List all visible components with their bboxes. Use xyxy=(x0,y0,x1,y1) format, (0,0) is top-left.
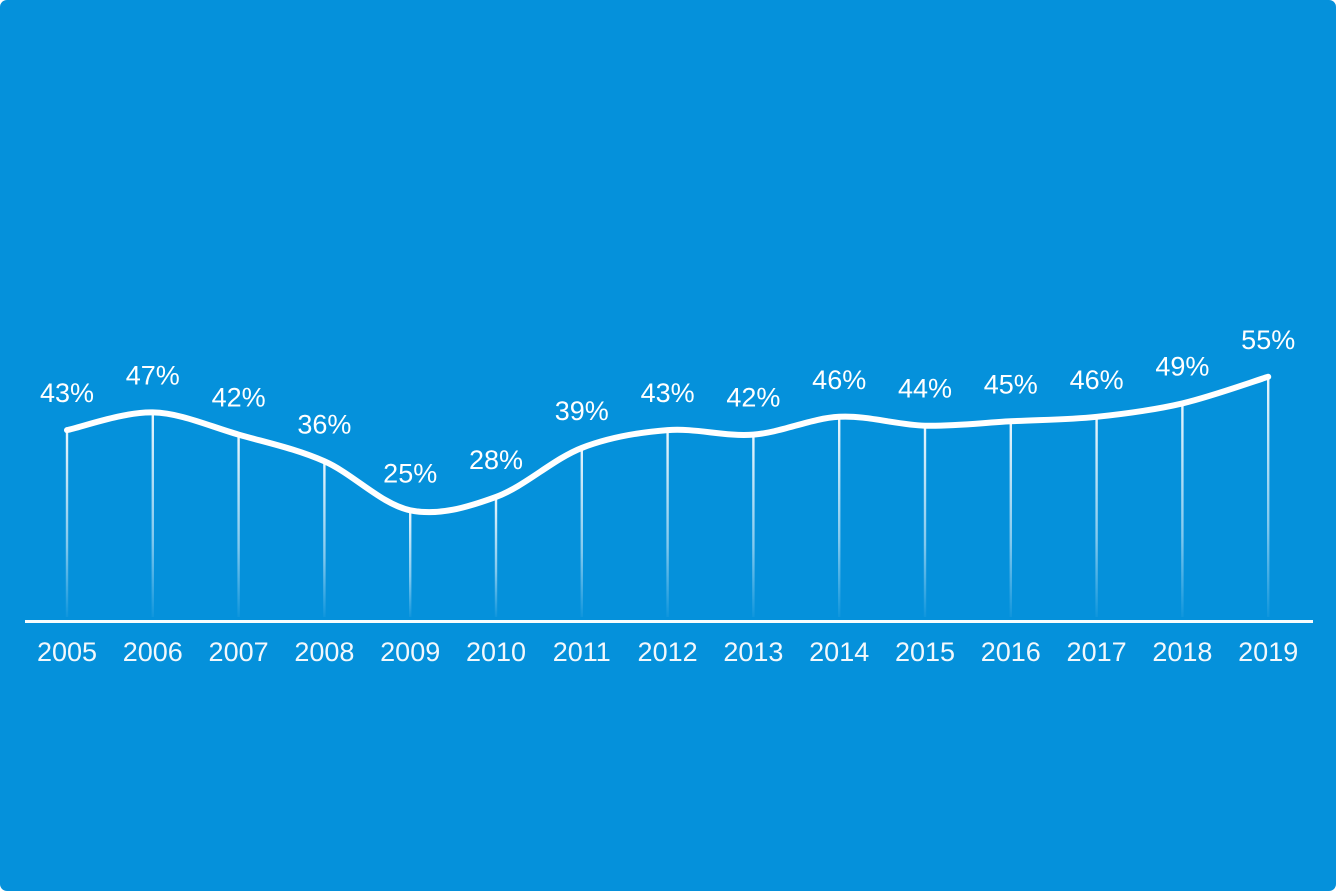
year-label: 2019 xyxy=(1238,637,1298,667)
value-label: 25% xyxy=(383,458,437,488)
year-label: 2009 xyxy=(380,637,440,667)
year-label: 2007 xyxy=(209,637,269,667)
year-label: 2011 xyxy=(553,637,611,667)
drop-line xyxy=(923,425,927,617)
value-label: 46% xyxy=(1070,365,1124,395)
value-label: 42% xyxy=(726,383,780,413)
year-label: 2010 xyxy=(466,637,526,667)
drop-line xyxy=(1095,416,1098,617)
drop-line xyxy=(666,430,669,617)
year-label: 2015 xyxy=(895,637,955,667)
drop-line xyxy=(1267,376,1270,617)
value-label: 43% xyxy=(40,378,94,408)
year-label: 2012 xyxy=(638,637,698,667)
year-label: 2005 xyxy=(37,637,97,667)
year-label: 2018 xyxy=(1152,637,1212,667)
drop-line xyxy=(1181,403,1184,617)
value-label: 49% xyxy=(1155,351,1209,381)
year-label: 2014 xyxy=(809,637,869,667)
drop-line xyxy=(752,434,755,617)
year-label: 2008 xyxy=(294,637,354,667)
value-label: 42% xyxy=(212,383,266,413)
value-label: 36% xyxy=(297,409,351,439)
value-label: 39% xyxy=(555,396,609,426)
value-label: 55% xyxy=(1241,325,1295,355)
drop-line xyxy=(1009,421,1012,617)
value-label: 47% xyxy=(126,360,180,390)
drop-line xyxy=(65,430,69,617)
value-label: 43% xyxy=(641,378,695,408)
drop-line xyxy=(838,416,841,617)
value-label: 28% xyxy=(469,445,523,475)
year-label: 2006 xyxy=(123,637,183,667)
drop-line xyxy=(151,412,154,617)
year-label: 2013 xyxy=(723,637,783,667)
value-label: 46% xyxy=(812,365,866,395)
drop-line xyxy=(323,461,326,617)
drop-line xyxy=(237,434,240,617)
value-label: 44% xyxy=(898,374,952,404)
trend-line xyxy=(64,373,1272,516)
year-label: 2016 xyxy=(981,637,1041,667)
value-label: 45% xyxy=(984,369,1038,399)
drop-line xyxy=(494,496,498,617)
drop-line xyxy=(409,510,412,617)
drop-line xyxy=(580,447,583,617)
year-label: 2017 xyxy=(1067,637,1127,667)
